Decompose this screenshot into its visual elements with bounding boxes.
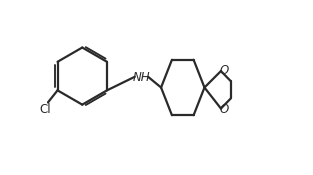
Text: O: O [220, 103, 229, 116]
Text: O: O [220, 64, 229, 77]
Text: Cl: Cl [40, 103, 51, 116]
Text: NH: NH [133, 71, 151, 84]
